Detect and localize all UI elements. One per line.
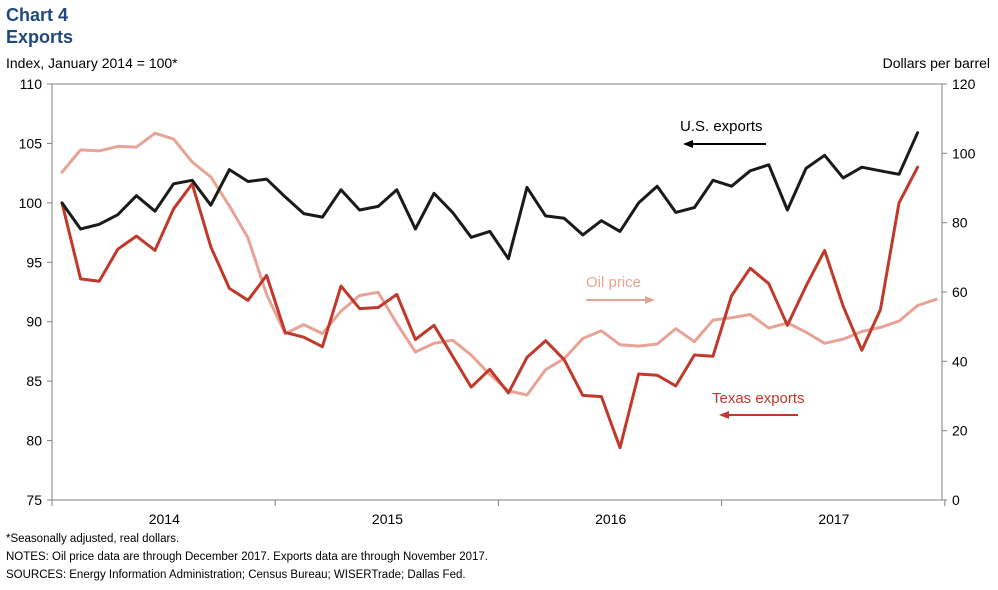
us-exports-line (60, 131, 920, 261)
left-tick-label: 90 (26, 314, 42, 330)
sources-text: SOURCES: Energy Information Administrati… (6, 569, 466, 581)
x-tick-label: 2016 (595, 511, 626, 527)
right-tick-label: 20 (952, 423, 968, 439)
chart-number: Chart 4 (6, 5, 69, 25)
right-axis-caption: Dollars per barrel (882, 55, 990, 71)
us-exports-label: U.S. exports (680, 118, 763, 135)
series-lines (60, 131, 938, 450)
x-tick-label: 2015 (372, 511, 403, 527)
right-tick-label: 60 (952, 284, 968, 300)
left-tick-label: 80 (26, 433, 42, 449)
left-tick-label: 85 (26, 373, 42, 389)
right-tick-label: 80 (952, 215, 968, 231)
left-tick-label: 75 (26, 492, 42, 508)
right-tick-label: 40 (952, 353, 968, 369)
oil-price-arrowhead (645, 296, 655, 304)
right-tick-label: 120 (952, 76, 976, 92)
chart-title: Exports (6, 27, 74, 47)
right-axis: 0 20 40 60 80 100 120 (942, 76, 976, 508)
texas-exports-label: Texas exports (712, 390, 805, 407)
right-tick-label: 0 (952, 492, 960, 508)
footnote: *Seasonally adjusted, real dollars. (6, 533, 180, 545)
annotations: U.S. exports Oil price Texas exports (586, 118, 805, 419)
x-axis: 2014 2015 2016 2017 (51, 500, 946, 527)
us-exports-arrowhead (683, 140, 693, 148)
plot-frame (51, 83, 943, 501)
left-tick-label: 105 (19, 135, 43, 151)
left-tick-label: 100 (19, 195, 43, 211)
left-tick-label: 110 (20, 76, 43, 92)
oil-price-label: Oil price (586, 274, 641, 291)
right-tick-label: 100 (952, 145, 976, 161)
left-tick-label: 95 (26, 254, 42, 270)
notes-text: NOTES: Oil price data are through Decemb… (6, 551, 488, 563)
left-axis: 75 80 85 90 95 100 105 110 (19, 76, 52, 508)
left-axis-caption: Index, January 2014 = 100* (6, 55, 178, 71)
x-tick-label: 2017 (818, 511, 849, 527)
x-tick-label: 2014 (149, 511, 180, 527)
texas-exports-line (60, 165, 920, 450)
texas-exports-arrowhead (719, 411, 729, 419)
